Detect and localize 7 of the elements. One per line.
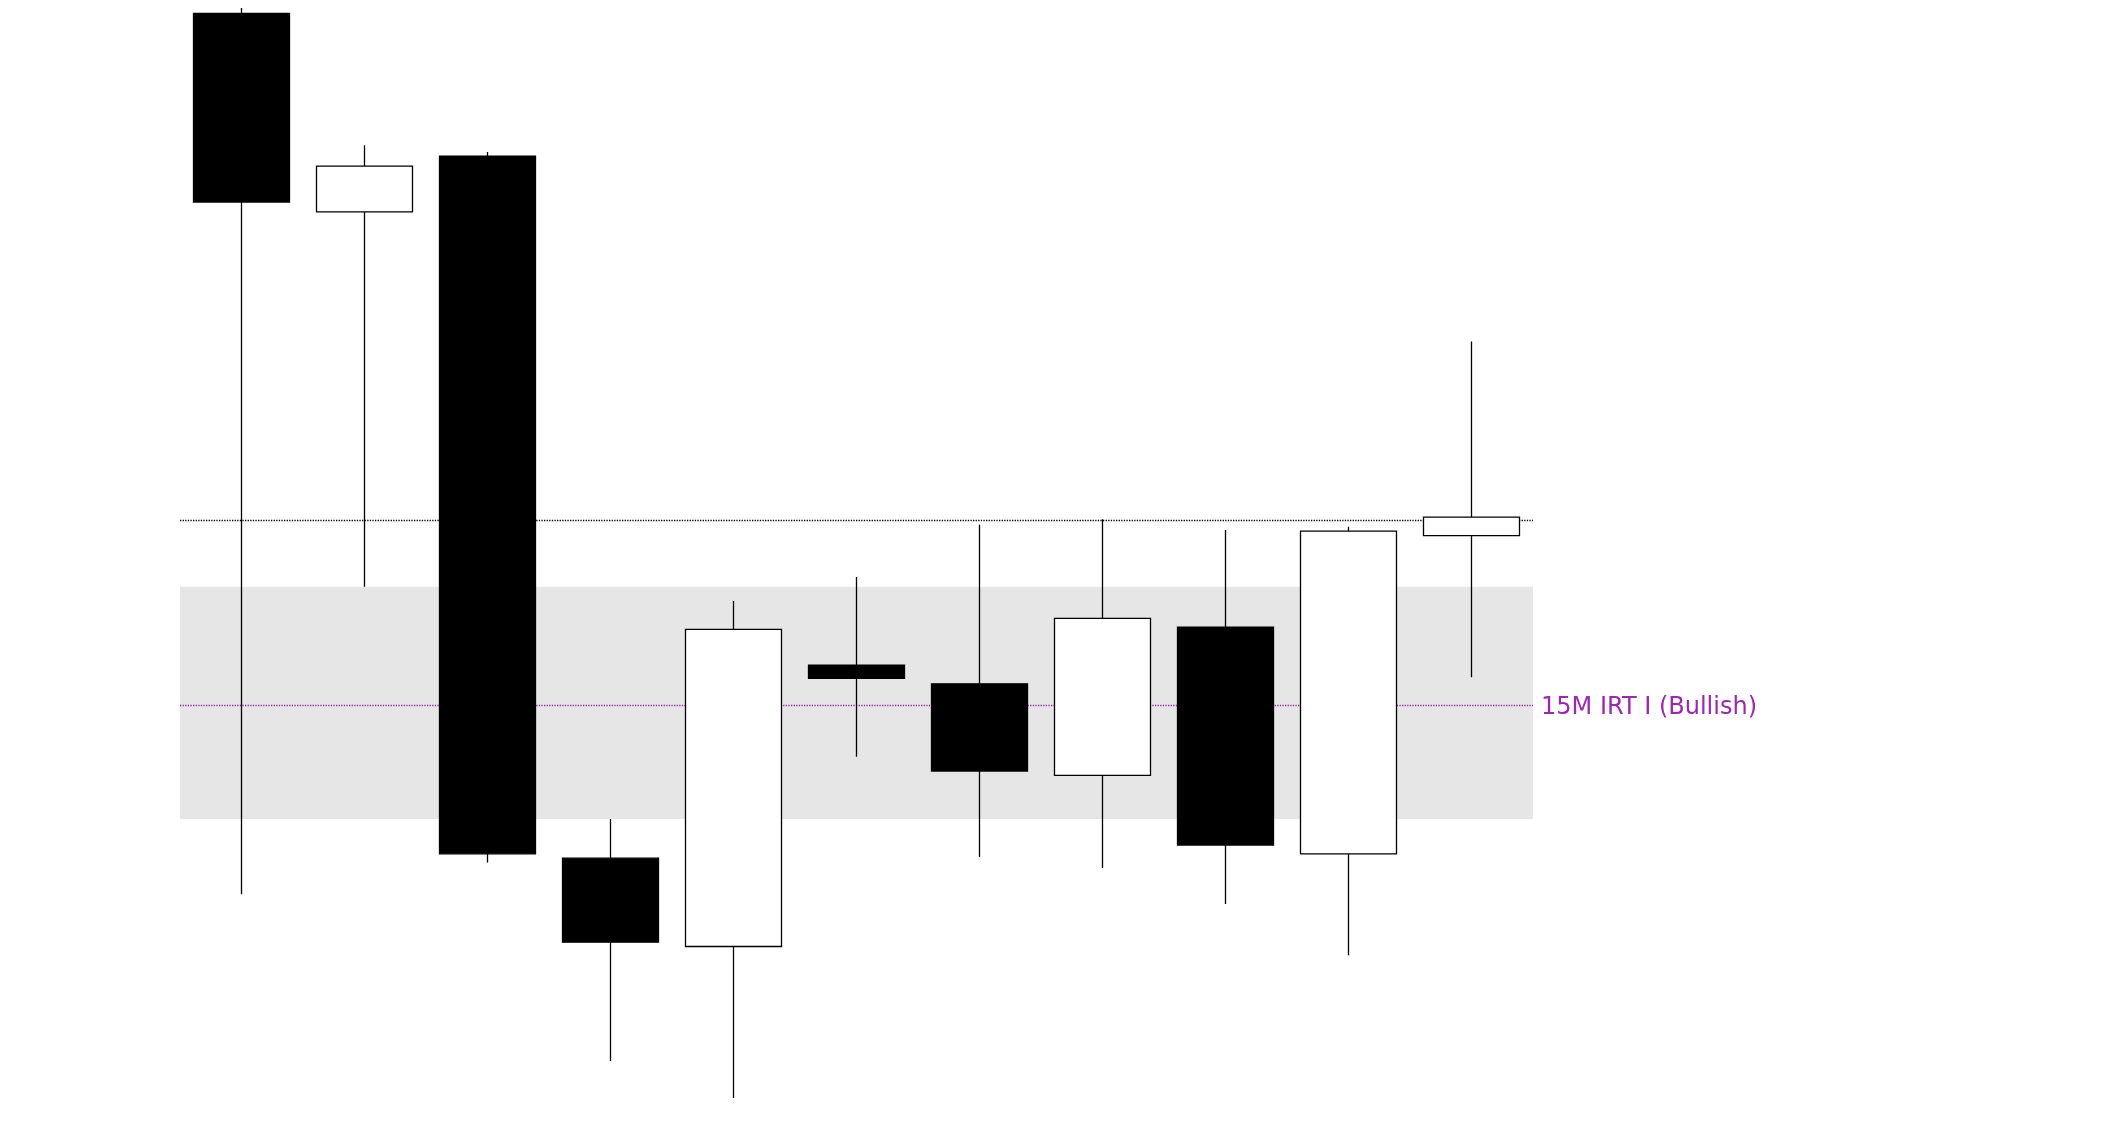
ref-line-label: 15M IRT I (Bullish) — [1541, 691, 1757, 720]
candlestick — [684, 600, 783, 1099]
candlestick — [930, 524, 1029, 858]
candlestick — [807, 576, 906, 758]
candlestick — [1176, 529, 1275, 905]
candlestick — [1299, 526, 1398, 956]
candlestick — [561, 818, 660, 1062]
